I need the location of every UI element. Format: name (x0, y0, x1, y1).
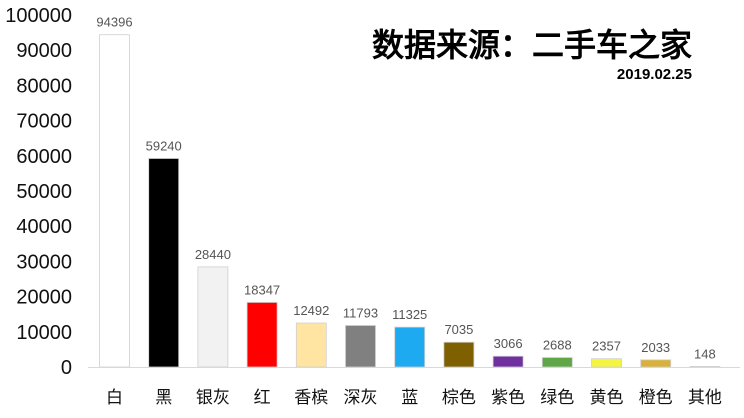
data-label: 2033 (641, 340, 670, 355)
y-tick-label: 10000 (16, 322, 72, 344)
data-label: 11325 (392, 307, 427, 322)
x-tick-label: 黑 (155, 388, 172, 408)
bar (443, 341, 475, 368)
bar (99, 34, 130, 368)
data-label: 148 (694, 346, 716, 361)
y-tick-label: 30000 (16, 251, 72, 273)
y-tick-label: 20000 (16, 287, 72, 309)
x-tick-label: 白 (106, 388, 123, 408)
bar (345, 325, 376, 368)
x-tick-label: 紫色 (491, 388, 525, 408)
data-label: 7035 (444, 322, 473, 337)
bar (197, 266, 229, 368)
x-tick-label: 深灰 (344, 388, 378, 408)
y-tick-label: 0 (61, 357, 72, 379)
bar (591, 358, 622, 368)
y-tick-label: 60000 (16, 146, 72, 168)
data-label: 2688 (543, 338, 572, 353)
x-axis: 白 黑 银灰 红 香槟 深灰 蓝 棕色 紫色 绿色 黄色 橙色 其他 (88, 367, 740, 408)
bar (689, 366, 721, 368)
x-tick-label: 香槟 (294, 388, 328, 408)
y-tick-label: 40000 (16, 216, 72, 238)
y-tick-label: 80000 (16, 75, 72, 97)
data-label: 12492 (293, 303, 329, 318)
x-tick-label: 绿色 (540, 388, 574, 408)
x-tick-label: 橙色 (639, 388, 673, 408)
x-tick-label: 黄色 (590, 388, 624, 408)
data-label: 59240 (146, 138, 182, 153)
y-tick-label: 70000 (16, 111, 72, 133)
data-label: 11793 (343, 305, 378, 320)
bar (541, 357, 573, 368)
y-tick-label: 50000 (16, 181, 72, 203)
bar (295, 322, 327, 368)
bar (640, 359, 672, 368)
bar-series (99, 34, 721, 368)
chart-date: 2019.02.25 (617, 66, 692, 83)
y-tick-label: 90000 (16, 40, 72, 62)
bar (246, 302, 278, 368)
x-tick-label: 银灰 (196, 388, 230, 408)
bar (394, 326, 426, 368)
data-label: 18347 (244, 282, 280, 297)
bar (492, 355, 524, 368)
x-tick-label: 蓝 (401, 388, 418, 408)
y-axis: 0 10000 20000 30000 40000 50000 60000 70000 8000… (5, 5, 72, 379)
bar (148, 158, 180, 368)
x-tick-label: 红 (254, 388, 271, 408)
data-label: 3066 (494, 336, 523, 351)
data-label: 94396 (96, 15, 132, 30)
value-labels: 94396 59240 28440 18347 12492 11793 11325 7035 3… (96, 15, 715, 362)
chart-title: 数据来源：二手车之家 (372, 26, 692, 64)
x-tick-label: 棕色 (442, 388, 476, 408)
data-label: 28440 (195, 247, 231, 262)
x-tick-label: 其他 (688, 388, 722, 408)
data-label: 2357 (592, 339, 621, 354)
y-tick-label: 100000 (5, 5, 72, 27)
